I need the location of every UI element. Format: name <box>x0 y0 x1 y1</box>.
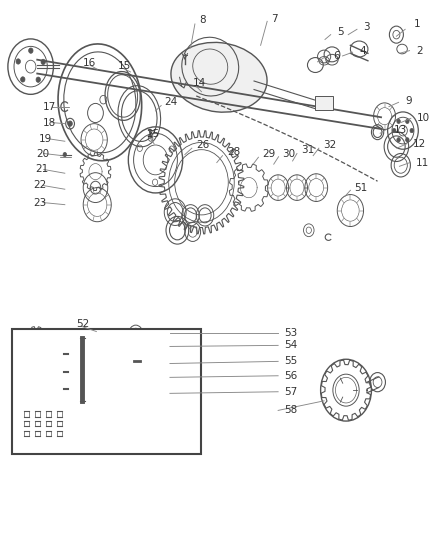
Text: 55: 55 <box>284 357 297 366</box>
Text: 11: 11 <box>416 158 429 167</box>
Text: 22: 22 <box>33 181 46 190</box>
Ellipse shape <box>41 59 46 64</box>
Ellipse shape <box>28 48 33 53</box>
Text: 30: 30 <box>283 149 296 158</box>
Text: 12: 12 <box>413 139 426 149</box>
Text: 25: 25 <box>147 130 160 139</box>
Text: 1: 1 <box>414 19 420 29</box>
Text: 2: 2 <box>416 46 423 55</box>
Text: 4: 4 <box>359 46 366 55</box>
Text: 16: 16 <box>83 58 96 68</box>
Text: 32: 32 <box>323 140 336 150</box>
Text: 6: 6 <box>333 51 339 61</box>
Text: 3: 3 <box>364 22 370 31</box>
Ellipse shape <box>410 128 413 133</box>
Text: 5: 5 <box>337 27 344 37</box>
Text: 21: 21 <box>35 165 48 174</box>
Ellipse shape <box>406 138 409 142</box>
Text: 56: 56 <box>284 371 297 381</box>
Text: 13: 13 <box>393 125 406 134</box>
Text: 20: 20 <box>36 149 49 158</box>
Text: 24: 24 <box>164 98 177 107</box>
Text: 14: 14 <box>193 78 206 87</box>
Ellipse shape <box>21 77 25 82</box>
Ellipse shape <box>171 43 267 112</box>
Text: 19: 19 <box>39 134 52 143</box>
Text: 10: 10 <box>417 114 430 123</box>
Text: 26: 26 <box>196 140 209 150</box>
Text: 8: 8 <box>199 15 206 25</box>
Text: 53: 53 <box>284 328 297 338</box>
Text: 15: 15 <box>117 61 131 71</box>
Text: 7: 7 <box>272 14 278 23</box>
Ellipse shape <box>63 152 67 157</box>
Ellipse shape <box>397 119 400 124</box>
Text: 58: 58 <box>284 406 297 415</box>
Text: 31: 31 <box>301 146 314 155</box>
Text: 57: 57 <box>284 387 297 397</box>
Text: 52: 52 <box>77 319 90 329</box>
Text: 51: 51 <box>354 183 367 192</box>
Ellipse shape <box>16 59 21 64</box>
Bar <box>315 96 333 110</box>
Text: 23: 23 <box>33 198 46 207</box>
Text: 29: 29 <box>262 149 275 158</box>
Text: 9: 9 <box>405 96 412 106</box>
Ellipse shape <box>36 77 40 83</box>
Ellipse shape <box>397 138 400 142</box>
Text: 18: 18 <box>43 118 56 127</box>
Ellipse shape <box>406 119 409 124</box>
Bar <box>12 329 201 454</box>
Text: 28: 28 <box>227 147 240 157</box>
Text: 54: 54 <box>284 341 297 350</box>
Text: 17: 17 <box>43 102 56 111</box>
Ellipse shape <box>68 121 72 126</box>
Ellipse shape <box>392 128 396 133</box>
